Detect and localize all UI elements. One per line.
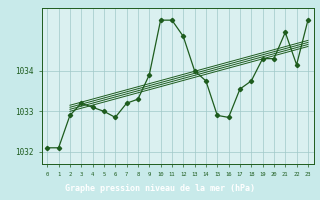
Text: Graphe pression niveau de la mer (hPa): Graphe pression niveau de la mer (hPa): [65, 184, 255, 193]
